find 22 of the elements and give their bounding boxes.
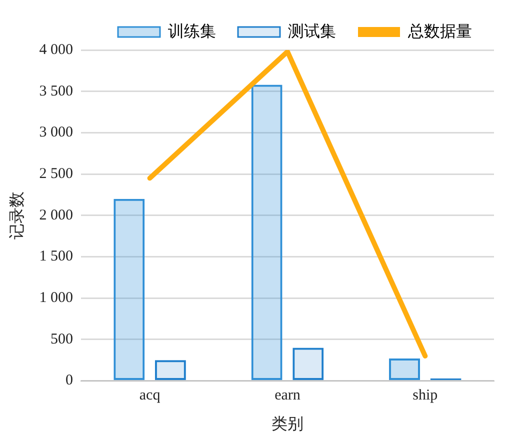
y-tick-label: 3 500 xyxy=(39,83,73,100)
legend-label: 测试集 xyxy=(288,22,336,40)
y-tick-label: 4 000 xyxy=(39,42,73,58)
legend-label: 训练集 xyxy=(168,22,216,40)
y-tick-label: 0 xyxy=(65,372,73,389)
y-axis-title: 记录数 xyxy=(8,191,26,240)
legend-label: 总数据量 xyxy=(407,22,472,40)
x-tick-label: ship xyxy=(412,388,438,404)
y-tick-label: 3 000 xyxy=(39,124,73,141)
bar xyxy=(292,348,324,380)
y-tick-label: 500 xyxy=(50,331,73,348)
y-tick-label: 1 500 xyxy=(39,248,73,265)
bar xyxy=(114,198,145,380)
x-tick-label: earn xyxy=(274,388,301,404)
x-axis-title: 类别 xyxy=(271,414,304,433)
y-tick-label: 2 000 xyxy=(39,207,73,224)
bar xyxy=(389,358,420,380)
x-tick-label: acq xyxy=(139,388,161,404)
y-tick-label: 2 500 xyxy=(39,166,73,182)
y-tick-label: 1 000 xyxy=(39,290,73,306)
bar xyxy=(251,84,282,380)
bar xyxy=(154,360,186,380)
